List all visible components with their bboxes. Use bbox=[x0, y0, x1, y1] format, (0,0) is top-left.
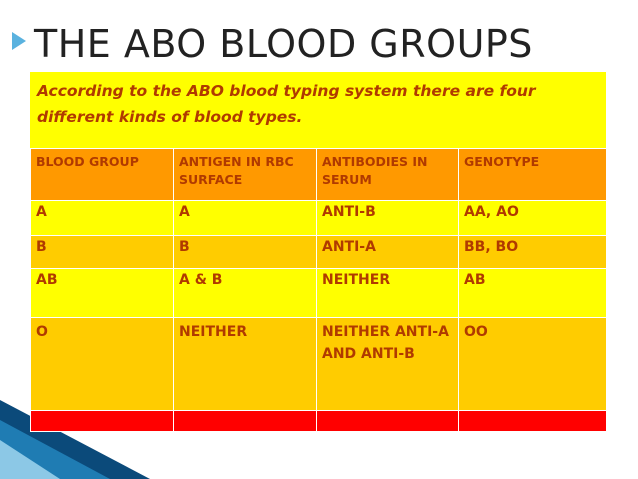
header-antigen: ANTIGEN IN RBC SURFACE bbox=[173, 148, 317, 201]
table-row: B B ANTI-A BB, BO bbox=[30, 235, 607, 269]
cell-genotype: BB, BO bbox=[458, 235, 607, 269]
title-bullet-icon bbox=[12, 32, 26, 50]
cell-antigen: NEITHER bbox=[173, 317, 317, 411]
table-empty-row bbox=[30, 410, 607, 432]
intro-text: According to the ABO blood typing system… bbox=[37, 82, 536, 126]
cell-antigen: B bbox=[173, 235, 317, 269]
table-header-row: BLOOD GROUP ANTIGEN IN RBC SURFACE ANTIB… bbox=[30, 148, 607, 201]
table-row: O NEITHER NEITHER ANTI-A AND ANTI-B OO bbox=[30, 317, 607, 411]
cell-antibodies: NEITHER ANTI-A AND ANTI-B bbox=[316, 317, 459, 411]
table-row: AB A & B NEITHER AB bbox=[30, 268, 607, 318]
empty-cell bbox=[316, 410, 459, 432]
empty-cell bbox=[458, 410, 607, 432]
cell-antibodies: ANTI-B bbox=[316, 200, 459, 236]
cell-antibodies: NEITHER bbox=[316, 268, 459, 318]
intro-box: According to the ABO blood typing system… bbox=[30, 72, 606, 148]
cell-genotype: OO bbox=[458, 317, 607, 411]
cell-antibodies: ANTI-A bbox=[316, 235, 459, 269]
header-antibodies: ANTIBODIES IN SERUM bbox=[316, 148, 459, 201]
cell-blood-group: AB bbox=[30, 268, 174, 318]
header-genotype: GENOTYPE bbox=[458, 148, 607, 201]
blood-group-table: BLOOD GROUP ANTIGEN IN RBC SURFACE ANTIB… bbox=[30, 148, 607, 432]
empty-cell bbox=[173, 410, 317, 432]
cell-antigen: A & B bbox=[173, 268, 317, 318]
empty-cell bbox=[30, 410, 174, 432]
cell-antigen: A bbox=[173, 200, 317, 236]
corner-decoration-light bbox=[0, 440, 60, 479]
table-row: A A ANTI-B AA, AO bbox=[30, 200, 607, 236]
cell-blood-group: A bbox=[30, 200, 174, 236]
cell-blood-group: B bbox=[30, 235, 174, 269]
cell-genotype: AA, AO bbox=[458, 200, 607, 236]
cell-genotype: AB bbox=[458, 268, 607, 318]
cell-blood-group: O bbox=[30, 317, 174, 411]
slide-title: THE ABO BLOOD GROUPS bbox=[34, 22, 533, 66]
header-blood-group: BLOOD GROUP bbox=[30, 148, 174, 201]
